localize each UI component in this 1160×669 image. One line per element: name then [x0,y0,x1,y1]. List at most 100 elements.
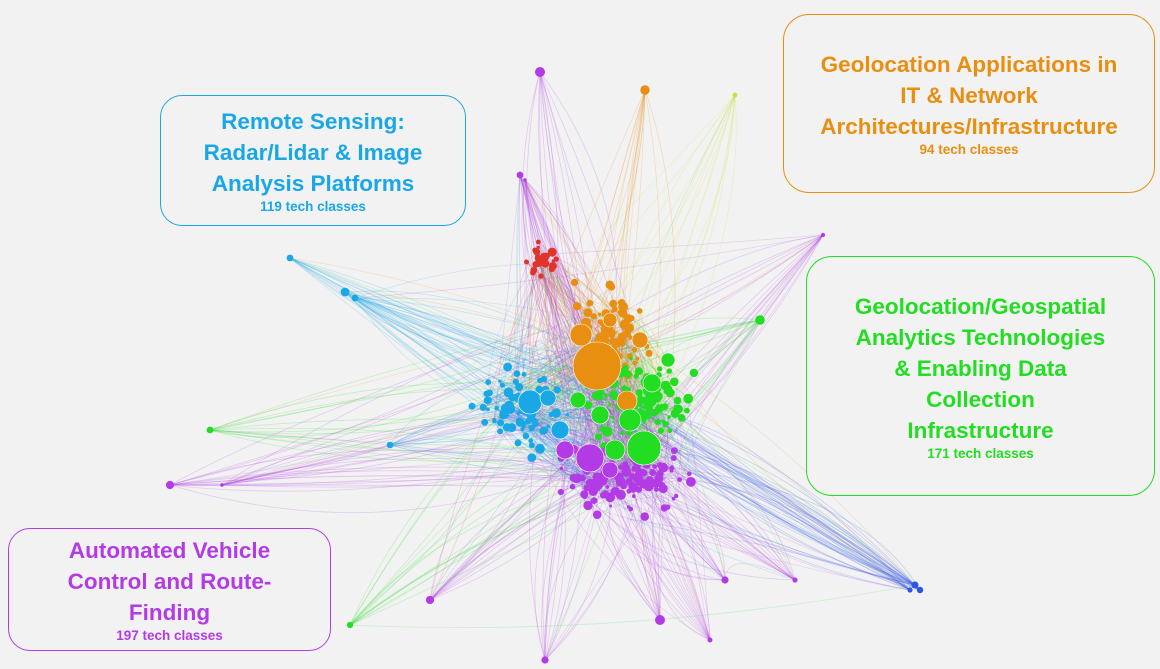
network-node [671,496,676,501]
network-edge [539,71,597,487]
network-node [535,67,545,77]
network-edge [638,387,689,439]
network-node [732,92,738,98]
network-edge [349,458,566,626]
network-edge [654,412,911,591]
network-edge [289,257,593,376]
network-node [537,377,543,384]
network-node [665,421,669,426]
network-edge [169,472,596,486]
network-node [572,302,582,311]
network-edge [598,94,736,387]
network-node [286,254,294,262]
title-line: Automated Vehicle [68,538,271,563]
network-edge [586,430,726,581]
network-edge [354,297,503,386]
network-edge [639,419,658,429]
network-edge [687,398,711,641]
network-edge [544,377,592,661]
vehicle-cluster-box: Automated Vehicle Control and Route- Fin… [8,528,331,651]
network-node [617,335,627,344]
network-node [597,319,604,325]
network-edge [344,291,586,487]
hub-node [642,373,662,393]
network-edge [354,297,563,359]
network-node [486,407,490,412]
network-edge [389,444,576,476]
network-edge [591,397,796,581]
hub-node [555,440,575,460]
network-edge [389,94,736,446]
network-node [528,438,533,444]
network-edge [344,291,602,492]
network-edge [221,457,604,486]
network-edge [530,440,711,641]
network-edge [640,94,736,388]
network-node [645,349,653,357]
network-edge [667,434,726,581]
network-edge [221,371,571,486]
network-edge [354,297,585,449]
network-edge [658,435,669,621]
network-node [609,504,613,508]
network-node [656,462,664,469]
network-node [645,482,650,487]
network-node [615,489,626,500]
network-edge [677,234,824,456]
network-edge [289,257,622,438]
title-line: Architectures/Infrastructure [820,114,1118,139]
network-edge [169,466,575,514]
network-node [547,247,557,257]
network-edge [209,340,567,431]
network-edge [354,297,589,386]
network-edge [563,89,646,360]
network-node [655,479,661,484]
network-node [583,401,593,410]
network-node [594,433,602,441]
network-edge [389,371,585,447]
network-node [569,483,576,490]
network-edge [429,448,541,601]
network-edge [354,297,570,370]
network-node [551,259,556,263]
network-edge [531,397,611,507]
network-node [667,415,671,420]
network-node [640,85,650,95]
network-node [654,419,661,425]
network-edge [615,388,921,591]
network-edge [589,94,736,463]
network-edge [471,405,634,489]
network-node [635,356,640,361]
network-edge [169,457,598,492]
network-node [597,312,602,316]
network-edge [539,71,586,465]
network-edge [507,257,545,368]
network-edge [522,71,572,393]
network-edge [652,463,911,591]
network-edge [556,370,916,586]
network-edge [524,179,576,353]
network-node [512,378,520,385]
network-edge [344,291,606,353]
network-node [571,474,581,484]
network-edge [495,408,532,429]
network-edge [544,384,588,661]
network-edge [531,429,598,490]
network-node [632,494,636,499]
network-node [643,411,652,420]
network-node [670,377,679,387]
network-edge [516,315,594,374]
network-edge [535,406,665,425]
network-edge [520,428,544,432]
network-edge [169,449,607,486]
network-edge [494,336,583,421]
network-edge [539,264,572,493]
network-node [551,408,561,418]
network-node [684,407,690,414]
network-edge [551,269,588,471]
network-edge [539,71,584,491]
network-node [792,577,798,583]
network-edge [289,257,621,418]
network-edge [590,370,640,451]
